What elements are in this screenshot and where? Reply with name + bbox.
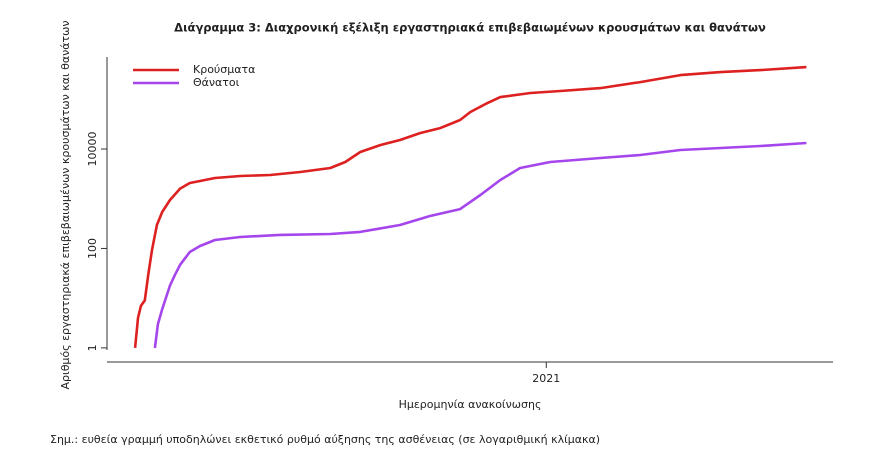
legend-label: Θάνατοι xyxy=(193,76,240,89)
legend-label: Κρούσματα xyxy=(193,63,255,76)
line-series xyxy=(153,141,807,349)
chart-title: Διάγραμμα 3: Διαχρονική εξέλιξη εργαστηρ… xyxy=(174,21,766,35)
x-tick-label: 2021 xyxy=(532,372,560,385)
y-tick-label: 100 xyxy=(86,238,99,259)
x-axis-label: Ημερομηνία ανακοίνωσης xyxy=(399,398,542,411)
y-axis-label: Αριθμός εργαστηριακά επιβεβαιωμένων κρου… xyxy=(59,20,72,389)
note: Σημ.: ευθεία γραμμή υποδηλώνει εκθετικό … xyxy=(50,433,600,446)
line-series xyxy=(133,65,807,349)
y-tick-label: 1 xyxy=(86,344,99,351)
y-tick-label: 10000 xyxy=(86,132,99,167)
